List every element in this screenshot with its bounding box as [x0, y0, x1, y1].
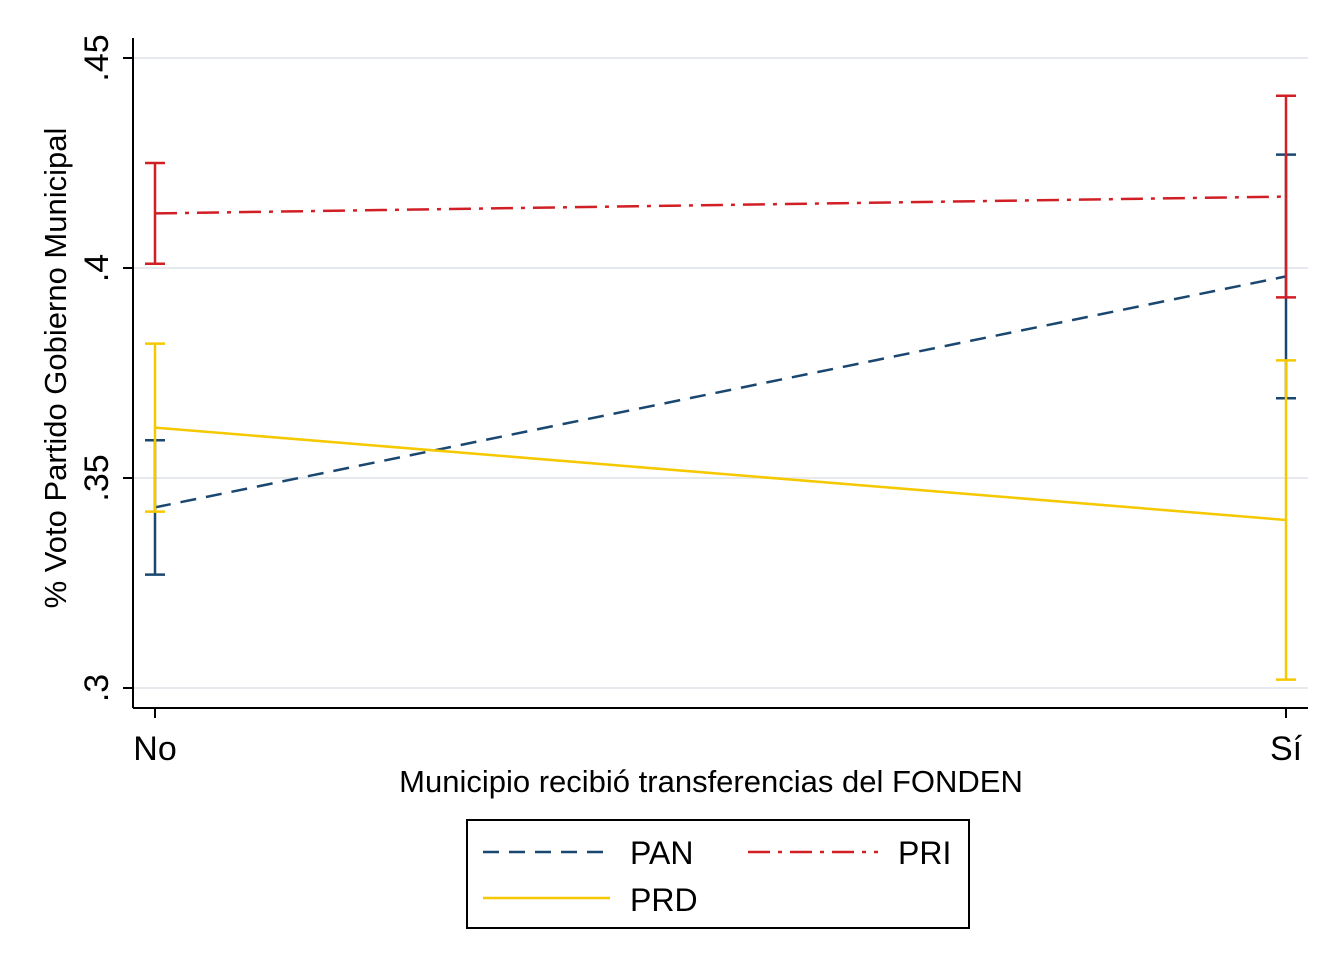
legend-label-prd: PRD: [630, 882, 698, 918]
legend: PAN PRI PRD: [466, 819, 970, 929]
point-pri-1: [1285, 196, 1287, 198]
x-tick-label-0: No: [133, 730, 176, 768]
axes: [132, 38, 1308, 709]
x-axis-title: Municipio recibió transferencias del FON…: [399, 764, 1023, 799]
y-ticks: .3 .35 .4 .45: [78, 34, 133, 702]
x-ticks: No Sí: [133, 708, 1303, 768]
legend-box: [466, 819, 970, 929]
series-line-pan: [154, 275, 1287, 509]
series-line-pri: [154, 195, 1287, 215]
series-layer: [145, 94, 1296, 681]
legend-label-pri: PRI: [898, 835, 951, 871]
gridlines: [133, 57, 1308, 689]
y-tick-label-0: .3: [78, 674, 116, 702]
series-prd: [145, 342, 1296, 681]
series-pri: [145, 94, 1296, 299]
y-tick-label-3: .45: [78, 34, 116, 81]
y-tick-label-2: .4: [78, 254, 116, 282]
y-axis-title: % Voto Partido Gobierno Municipal: [38, 128, 73, 609]
legend-label-pan: PAN: [630, 835, 693, 871]
series-line-prd: [154, 426, 1287, 522]
y-tick-label-1: .35: [78, 454, 116, 501]
x-tick-label-1: Sí: [1270, 730, 1303, 768]
